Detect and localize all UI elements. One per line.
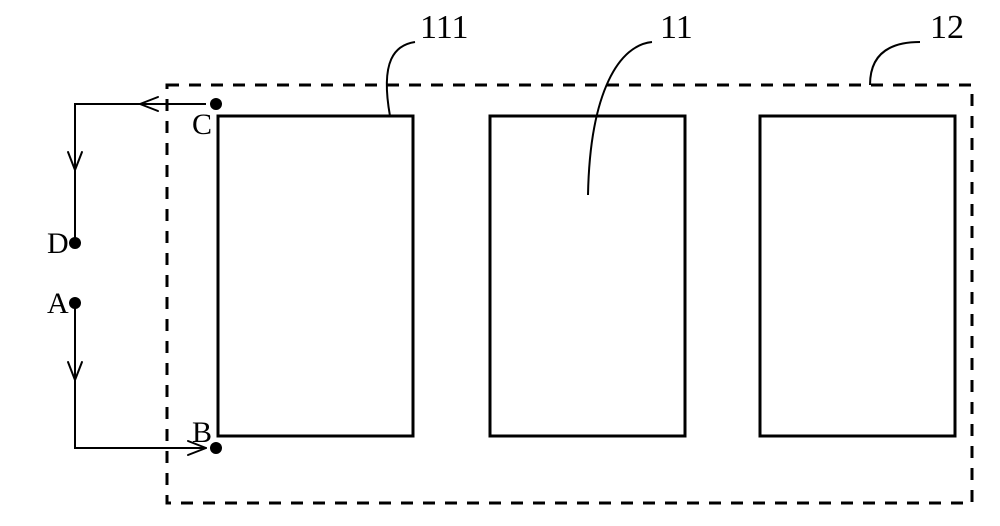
point-a-dot <box>69 297 81 309</box>
point-a-label: A <box>47 287 69 320</box>
leader-111-label: 111 <box>420 9 468 46</box>
point-d-dot <box>69 237 81 249</box>
point-c-label: C <box>192 108 212 141</box>
point-b-label: B <box>192 416 212 449</box>
leader-11-label: 11 <box>660 9 693 46</box>
point-d-label: D <box>47 227 69 260</box>
leader-12-label: 12 <box>930 9 964 46</box>
